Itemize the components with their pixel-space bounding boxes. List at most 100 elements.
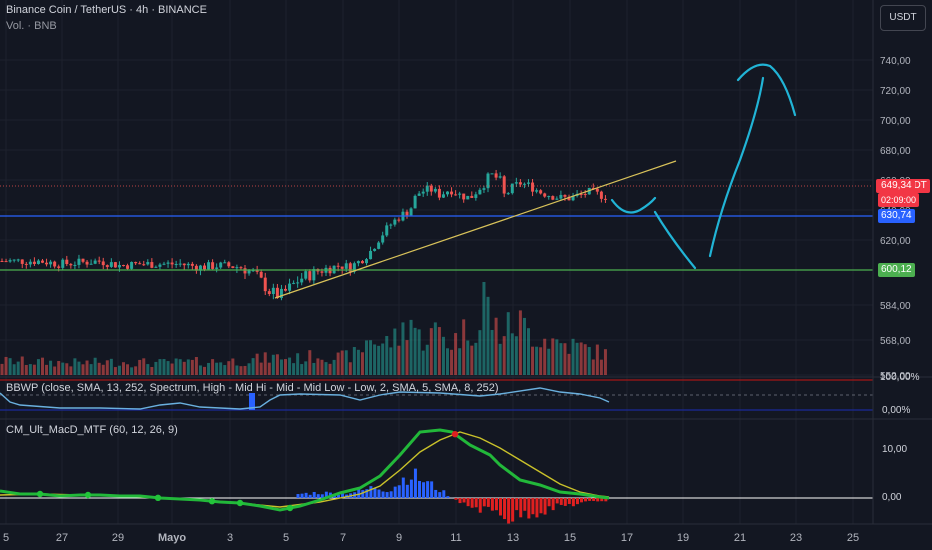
candle-body bbox=[308, 271, 312, 281]
volume-bar bbox=[109, 358, 113, 375]
trendline[interactable] bbox=[274, 160, 677, 299]
volume-bar bbox=[174, 358, 178, 375]
drawing-small-dip[interactable] bbox=[610, 196, 657, 214]
volume-bar bbox=[543, 338, 547, 375]
macd-hist-bar bbox=[377, 489, 381, 498]
candle-body bbox=[352, 263, 356, 272]
volume-bar bbox=[433, 322, 437, 375]
candle-body bbox=[425, 185, 429, 192]
drawing-drop[interactable] bbox=[653, 210, 697, 270]
candle-body bbox=[41, 260, 44, 263]
volume-bar bbox=[466, 340, 470, 375]
candle-body bbox=[142, 264, 146, 266]
macd-hist-bar bbox=[494, 498, 498, 511]
macd-cross-dot bbox=[208, 498, 216, 505]
time-tick: 21 bbox=[734, 532, 746, 544]
time-tick: 15 bbox=[564, 532, 576, 544]
last-price-label: 649,34 bbox=[878, 179, 915, 193]
candle-body bbox=[138, 263, 142, 265]
volume-bar bbox=[12, 364, 16, 375]
volume-label[interactable]: Vol. · BNB bbox=[6, 20, 57, 32]
symbol-title[interactable]: Binance Coin / TetherUS · 4h · BINANCE bbox=[6, 4, 207, 16]
bbwp-label[interactable]: BBWP (close, SMA, 13, 252, Spectrum, Hig… bbox=[6, 382, 499, 394]
volume-bar bbox=[527, 328, 530, 375]
volume-bar bbox=[437, 327, 441, 375]
price-tick: 620,00 bbox=[880, 236, 911, 247]
candle-body bbox=[231, 266, 235, 268]
volume-bar bbox=[4, 356, 8, 375]
candle-body bbox=[365, 259, 368, 264]
volume-bar bbox=[563, 343, 567, 375]
volume-bar bbox=[263, 352, 267, 375]
volume-bar bbox=[243, 365, 247, 375]
macd-hist-bar bbox=[438, 492, 442, 498]
candle-body bbox=[599, 191, 603, 199]
candle-body bbox=[474, 194, 478, 198]
candle-body bbox=[198, 265, 202, 271]
candle-body bbox=[336, 265, 340, 267]
volume-bar bbox=[134, 366, 138, 375]
macd-hist-bar bbox=[458, 498, 462, 504]
macd-hist-bar bbox=[571, 498, 575, 507]
macd-hist-bar bbox=[426, 481, 430, 498]
macd-hist-bar bbox=[337, 494, 340, 498]
volume-bar bbox=[239, 366, 243, 375]
volume-bar bbox=[486, 296, 490, 375]
volume-bar bbox=[142, 358, 146, 375]
candle-body bbox=[271, 287, 275, 294]
currency-button[interactable]: USDT bbox=[880, 5, 926, 31]
candle-body bbox=[69, 264, 73, 266]
volume-bar bbox=[259, 362, 263, 375]
candle-body bbox=[543, 193, 547, 197]
macd-hist-bar bbox=[466, 498, 470, 507]
macd-hist-bar bbox=[312, 491, 316, 498]
macd-hist-bar bbox=[422, 482, 426, 498]
macd-hist-bar bbox=[401, 477, 405, 498]
volume-bar bbox=[397, 345, 401, 375]
volume-bar bbox=[482, 281, 486, 375]
candle-body bbox=[134, 262, 138, 264]
volume-bar bbox=[462, 319, 466, 375]
candle-body bbox=[373, 248, 377, 251]
macd-hist-bar bbox=[361, 490, 365, 498]
candle-body bbox=[105, 265, 109, 267]
drawing-top[interactable] bbox=[736, 63, 797, 117]
candle-body bbox=[109, 262, 113, 267]
candle-body bbox=[312, 269, 316, 281]
macd-hist-bar bbox=[490, 498, 494, 511]
volume-bar bbox=[105, 360, 109, 375]
candle-body bbox=[57, 266, 61, 268]
macd-hist-bar bbox=[409, 479, 413, 498]
candle-body bbox=[486, 173, 490, 189]
volume-bar bbox=[450, 349, 454, 375]
bbwp-tick-0: 0,00% bbox=[882, 405, 911, 416]
volume-bar bbox=[312, 362, 316, 375]
volume-bar bbox=[126, 364, 130, 375]
drawing-rally[interactable] bbox=[708, 76, 765, 258]
macd-label[interactable]: CM_Ult_MacD_MTF (60, 12, 26, 9) bbox=[6, 424, 178, 436]
volume-bar bbox=[41, 357, 44, 375]
volume-bar bbox=[474, 342, 478, 375]
candle-body bbox=[441, 194, 445, 198]
time-axis[interactable]: 5 27 29 Mayo 3 5 7 9 11 13 15 17 19 21 23 25 bbox=[3, 532, 859, 544]
volume-bar bbox=[231, 358, 235, 375]
macd-hist-bar bbox=[551, 498, 555, 511]
macd-hist-bar bbox=[341, 493, 345, 498]
volume-bars bbox=[0, 281, 607, 375]
macd-hist-bar bbox=[604, 498, 608, 502]
volume-bar bbox=[101, 364, 105, 375]
time-tick: 9 bbox=[396, 532, 402, 544]
volume-bar bbox=[65, 363, 69, 375]
volume-bar bbox=[344, 350, 348, 375]
macd-hist-bar bbox=[563, 498, 567, 506]
macd-hist-bar bbox=[397, 485, 401, 498]
candle-body bbox=[446, 191, 449, 195]
volume-bar bbox=[53, 366, 57, 375]
level-high-label: 630,74 bbox=[878, 209, 915, 223]
candle-body bbox=[243, 268, 247, 274]
candle-body bbox=[462, 193, 466, 200]
volume-bar bbox=[332, 359, 336, 375]
candle-body bbox=[595, 188, 599, 192]
candle-body bbox=[381, 235, 385, 243]
